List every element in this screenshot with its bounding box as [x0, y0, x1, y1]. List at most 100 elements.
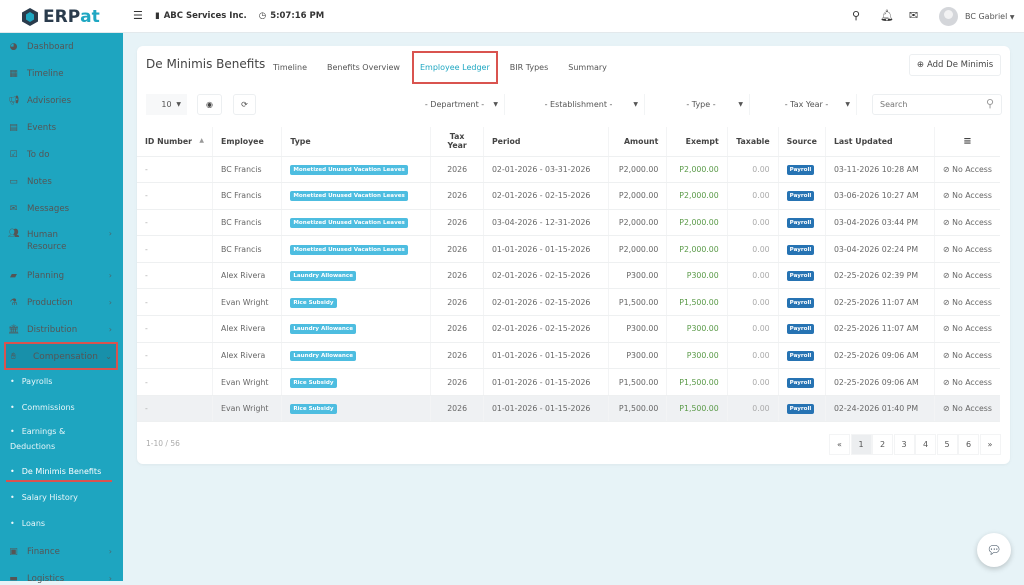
sidebar-subitem[interactable]: Earnings &: [10, 427, 66, 436]
tab-summary[interactable]: Summary: [568, 63, 607, 72]
cell: 0.00: [727, 288, 779, 317]
sidebar-item-dashboard[interactable]: ◕ Dashboard: [9, 41, 74, 52]
sidebar-item-production[interactable]: ⚗ Production ›: [9, 297, 112, 308]
page-1-button[interactable]: 1: [850, 434, 872, 455]
cell: P300.00: [608, 342, 668, 370]
column-header-type[interactable]: Type: [281, 127, 432, 157]
tab-bir-types[interactable]: BIR Types: [509, 63, 549, 72]
cell: 0.00: [727, 315, 779, 343]
sidebar-subitem-continued[interactable]: Deductions: [10, 442, 56, 451]
cell: P2,000.00: [666, 182, 728, 210]
next-page-button[interactable]: »: [979, 434, 1001, 455]
clock-icon: ◷: [258, 11, 267, 21]
bell-icon[interactable]: 🔔︎: [880, 9, 894, 22]
sidebar-item-events[interactable]: ▤ Events: [9, 122, 57, 133]
menu-icon[interactable]: ≡: [963, 135, 972, 147]
column-header-last-updated[interactable]: Last Updated: [825, 127, 935, 157]
cell: 0.00: [727, 156, 779, 184]
users-icon: 👥︎: [8, 229, 20, 239]
sidebar-item-logistics[interactable]: ▬ Logistics ›: [9, 573, 112, 584]
column-header-amount[interactable]: Amount: [608, 127, 668, 157]
page-5-button[interactable]: 5: [936, 434, 958, 455]
cell: P2,000.00: [608, 156, 668, 184]
logo[interactable]: ERP at: [20, 5, 100, 29]
column-header-employee[interactable]: Employee: [212, 127, 283, 157]
ledger-table: ID Number ▲ Employee Type Tax Year Period Amou…: [137, 127, 1000, 423]
no-access-label: No Access: [952, 164, 992, 174]
sidebar-item-timeline[interactable]: ▦ Timeline: [9, 68, 64, 79]
column-header-taxable[interactable]: Taxable: [727, 127, 779, 157]
type-filter[interactable]: - Type - ▼: [653, 94, 750, 115]
cell: Payroll: [778, 368, 826, 396]
sidebar-subitem[interactable]: Payrolls: [10, 377, 53, 386]
establishment-filter[interactable]: - Establishment - ▼: [513, 94, 645, 115]
table-row[interactable]: - Alex Rivera Laundry Allowance 2026 02-01-2…: [137, 262, 1000, 290]
avatar[interactable]: [939, 7, 958, 26]
no-access-icon: ⊘: [942, 191, 953, 201]
sidebar-item-advisories[interactable]: 📢︎ Advisories: [8, 95, 72, 106]
page-size-select[interactable]: 10 ▼: [146, 94, 187, 115]
sidebar-subitem[interactable]: Salary History: [10, 493, 78, 502]
cell: 2026: [430, 368, 484, 396]
tab-employee-ledger[interactable]: Employee Ledger: [411, 51, 498, 84]
sidebar-subitem[interactable]: De Minimis Benefits: [10, 467, 102, 476]
column-menu[interactable]: ≡: [934, 127, 1000, 157]
table-row[interactable]: - Evan Wright Rice Subsidy 2026 02-01-2026 -…: [137, 288, 1000, 317]
table-row[interactable]: - Evan Wright Rice Subsidy 2026 01-01-2026 -…: [137, 395, 1000, 423]
refresh-button[interactable]: ⟳: [233, 94, 256, 115]
table-row[interactable]: - BC Francis Monetized Unused Vacation Lea…: [137, 182, 1000, 210]
menu-toggle-icon[interactable]: ☰: [133, 9, 143, 22]
column-header-exempt[interactable]: Exempt: [666, 127, 728, 157]
user-menu[interactable]: BC Gabriel ▼: [965, 12, 1015, 21]
page-6-button[interactable]: 6: [958, 434, 979, 455]
sidebar-item-to-do[interactable]: ☑ To do: [9, 149, 50, 160]
department-filter[interactable]: - Department - ▼: [405, 94, 505, 115]
table-row[interactable]: - BC Francis Monetized Unused Vacation Lea…: [137, 235, 1000, 263]
sidebar-item-human-resource[interactable]: 👥︎ Human Resource ›: [8, 229, 112, 252]
cell: P1,500.00: [666, 395, 728, 423]
type-badge: Rice Subsidy: [290, 297, 337, 308]
cell: Alex Rivera: [212, 342, 283, 370]
table-row[interactable]: - Alex Rivera Laundry Allowance 2026 02-01-2…: [137, 315, 1000, 343]
add-de-minimis-button[interactable]: ⊕ Add De Minimis: [909, 54, 1001, 76]
table-row[interactable]: - Alex Rivera Laundry Allowance 2026 01-01-2…: [137, 342, 1000, 370]
column-header-period[interactable]: Period: [483, 127, 609, 157]
table-row[interactable]: - BC Francis Monetized Unused Vacation Lea…: [137, 209, 1000, 237]
tab-timeline[interactable]: Timeline: [273, 63, 308, 72]
sidebar-item-finance[interactable]: ▣ Finance ›: [9, 546, 112, 557]
tab-benefits-overview[interactable]: Benefits Overview: [327, 63, 400, 72]
cell: P2,000.00: [608, 182, 668, 210]
sidebar-item-notes[interactable]: ▭ Notes: [9, 176, 52, 187]
cell: 02-25-2026 11:07 AM: [825, 288, 935, 317]
prev-page-button[interactable]: «: [829, 434, 850, 455]
column-header-source[interactable]: Source: [778, 127, 826, 157]
chat-button[interactable]: 💬︎: [977, 533, 1011, 567]
sidebar-item-compensation[interactable]: ✋︎ Compensation ⌄: [0, 350, 123, 363]
sidebar-item-planning[interactable]: ▰ Planning ›: [0, 269, 123, 282]
table-row[interactable]: - BC Francis Monetized Unused Vacation Lea…: [137, 156, 1000, 184]
tax-year-filter[interactable]: - Tax Year - ▼: [757, 94, 857, 115]
search-icon[interactable]: ⚲: [852, 9, 861, 22]
cell: P300.00: [666, 342, 728, 370]
sidebar-subitem[interactable]: Loans: [10, 519, 45, 528]
caret-down-icon: ▼: [845, 101, 850, 108]
toggle-columns-button[interactable]: ◉: [197, 94, 222, 115]
sidebar-item-distribution[interactable]: 🏛︎ Distribution ›: [8, 324, 112, 335]
page-3-button[interactable]: 3: [893, 434, 915, 455]
column-header-tax-year[interactable]: Tax Year: [430, 127, 484, 157]
page-2-button[interactable]: 2: [872, 434, 893, 455]
page-4-button[interactable]: 4: [915, 434, 936, 455]
cell: BC Francis: [212, 156, 283, 184]
no-access-label: No Access: [952, 271, 992, 281]
cell: 0.00: [727, 395, 779, 423]
table-row[interactable]: - Evan Wright Rice Subsidy 2026 01-01-2026 -…: [137, 368, 1000, 396]
type-badge: Monetized Unused Vacation Leaves: [290, 244, 408, 255]
envelope-icon[interactable]: ✉: [909, 9, 919, 22]
sort-icon[interactable]: ▲: [199, 136, 205, 144]
column-header-id-number[interactable]: ID Number ▲: [137, 127, 214, 157]
sidebar-item-messages[interactable]: ✉ Messages: [9, 203, 70, 214]
no-access-label: No Access: [952, 377, 992, 387]
no-access-icon: ⊘: [942, 377, 953, 387]
sidebar-subitem[interactable]: Commissions: [10, 403, 75, 412]
search-input[interactable]: [872, 94, 1002, 115]
